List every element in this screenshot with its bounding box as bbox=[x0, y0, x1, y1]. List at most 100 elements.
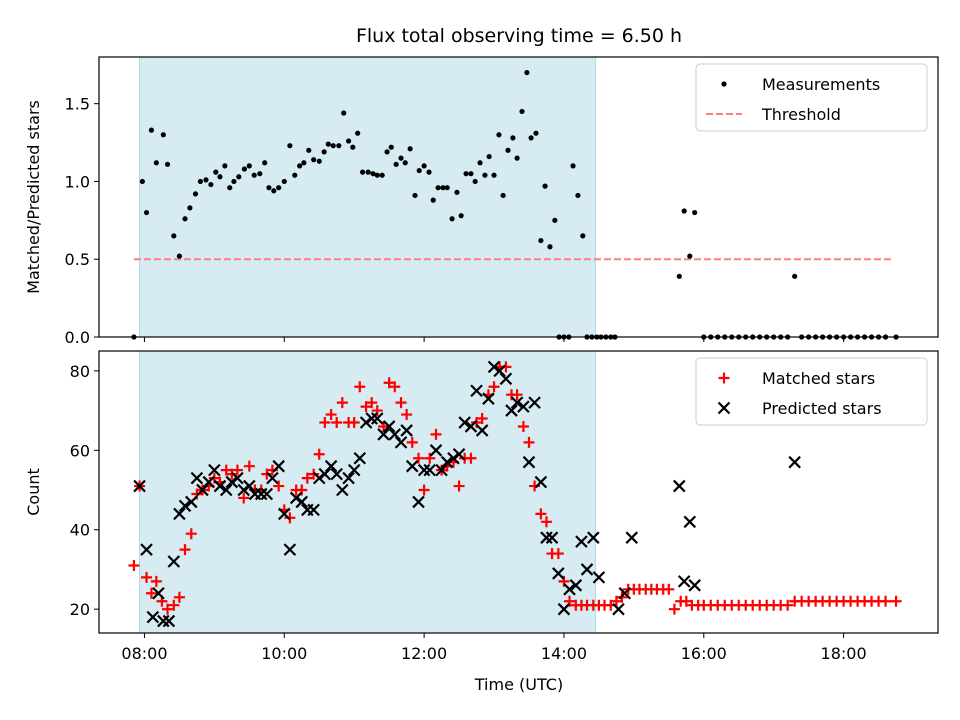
data-point bbox=[488, 381, 500, 393]
data-point bbox=[610, 595, 622, 607]
legend-box bbox=[695, 357, 928, 426]
data-point bbox=[468, 171, 474, 177]
data-point bbox=[336, 143, 342, 149]
data-point bbox=[312, 471, 326, 485]
data-point bbox=[505, 404, 518, 417]
data-point bbox=[141, 571, 153, 583]
data-point bbox=[575, 192, 581, 199]
data-point bbox=[313, 448, 325, 460]
data-point bbox=[681, 208, 687, 214]
observing-window-span bbox=[139, 56, 596, 338]
data-point bbox=[227, 185, 233, 191]
data-point bbox=[222, 163, 228, 169]
data-point bbox=[359, 169, 366, 175]
data-point bbox=[395, 397, 407, 409]
data-point bbox=[185, 495, 198, 509]
data-point bbox=[538, 237, 544, 244]
x-tick-label: 14:00 bbox=[541, 644, 587, 663]
data-point bbox=[273, 480, 285, 492]
data-point bbox=[260, 487, 274, 501]
data-point bbox=[528, 396, 541, 409]
x-tick-label: 12:00 bbox=[401, 644, 447, 663]
data-point bbox=[347, 463, 361, 477]
data-point bbox=[430, 197, 436, 203]
data-point bbox=[510, 396, 524, 409]
data-point bbox=[133, 479, 146, 493]
data-point bbox=[321, 149, 327, 155]
data-point bbox=[153, 160, 159, 166]
data-point bbox=[276, 185, 282, 191]
data-point bbox=[187, 205, 193, 211]
legend-label: Measurements bbox=[762, 75, 880, 94]
x-tick-label: 16:00 bbox=[681, 644, 727, 663]
data-point bbox=[398, 155, 404, 161]
data-point bbox=[246, 163, 252, 169]
data-point bbox=[454, 189, 460, 195]
legend: Measurements Threshold bbox=[695, 63, 928, 132]
data-point bbox=[416, 167, 422, 174]
data-point bbox=[359, 416, 373, 429]
data-point bbox=[378, 420, 390, 432]
data-point bbox=[402, 160, 408, 166]
data-point bbox=[435, 185, 441, 191]
data-point bbox=[336, 397, 348, 409]
data-point bbox=[389, 381, 401, 393]
data-point bbox=[325, 409, 337, 421]
data-point bbox=[196, 483, 209, 497]
data-point bbox=[464, 420, 478, 433]
data-point bbox=[281, 178, 287, 185]
data-point bbox=[524, 69, 530, 76]
data-point bbox=[563, 583, 576, 596]
data-point bbox=[418, 484, 430, 496]
data-point bbox=[319, 416, 331, 428]
data-point bbox=[687, 253, 693, 259]
data-point bbox=[487, 360, 501, 374]
data-point bbox=[225, 475, 239, 489]
data-point bbox=[316, 158, 322, 164]
data-point bbox=[688, 579, 701, 592]
plot-frame bbox=[98, 350, 939, 634]
legend-box bbox=[695, 63, 928, 132]
data-point bbox=[238, 492, 250, 504]
data-point bbox=[668, 603, 680, 615]
data-point bbox=[202, 475, 216, 489]
data-point bbox=[203, 177, 209, 183]
data-point bbox=[523, 436, 535, 448]
data-point bbox=[301, 160, 307, 166]
data-point bbox=[440, 185, 446, 191]
data-point bbox=[139, 178, 145, 185]
data-point bbox=[517, 420, 529, 432]
data-point bbox=[557, 602, 571, 616]
legend: Matched stars Predicted stars bbox=[695, 357, 928, 426]
data-point bbox=[370, 171, 376, 177]
data-point bbox=[243, 479, 256, 493]
data-point bbox=[533, 130, 539, 136]
data-point bbox=[311, 157, 317, 163]
data-point bbox=[167, 555, 181, 568]
data-point bbox=[178, 499, 192, 513]
y-tick-label: 60 bbox=[70, 441, 90, 460]
data-point bbox=[540, 531, 553, 544]
data-point bbox=[519, 108, 525, 115]
data-point bbox=[330, 143, 336, 149]
data-point bbox=[580, 233, 586, 239]
data-point bbox=[405, 459, 419, 473]
data-point bbox=[465, 452, 477, 464]
data-point bbox=[162, 603, 174, 615]
data-point bbox=[424, 452, 436, 464]
chart-title: Flux total observing time = 6.50 h bbox=[356, 25, 682, 47]
data-point bbox=[412, 192, 418, 199]
data-point bbox=[477, 160, 483, 166]
series-x bbox=[133, 360, 801, 628]
data-point bbox=[472, 178, 478, 185]
data-point bbox=[197, 178, 203, 185]
data-point bbox=[152, 587, 165, 600]
data-point bbox=[476, 413, 488, 425]
data-point bbox=[413, 452, 425, 464]
data-point bbox=[146, 610, 160, 624]
data-point bbox=[580, 563, 594, 576]
data-point bbox=[449, 216, 455, 222]
data-point bbox=[262, 160, 268, 166]
data-point bbox=[208, 181, 214, 188]
data-point bbox=[680, 595, 692, 607]
